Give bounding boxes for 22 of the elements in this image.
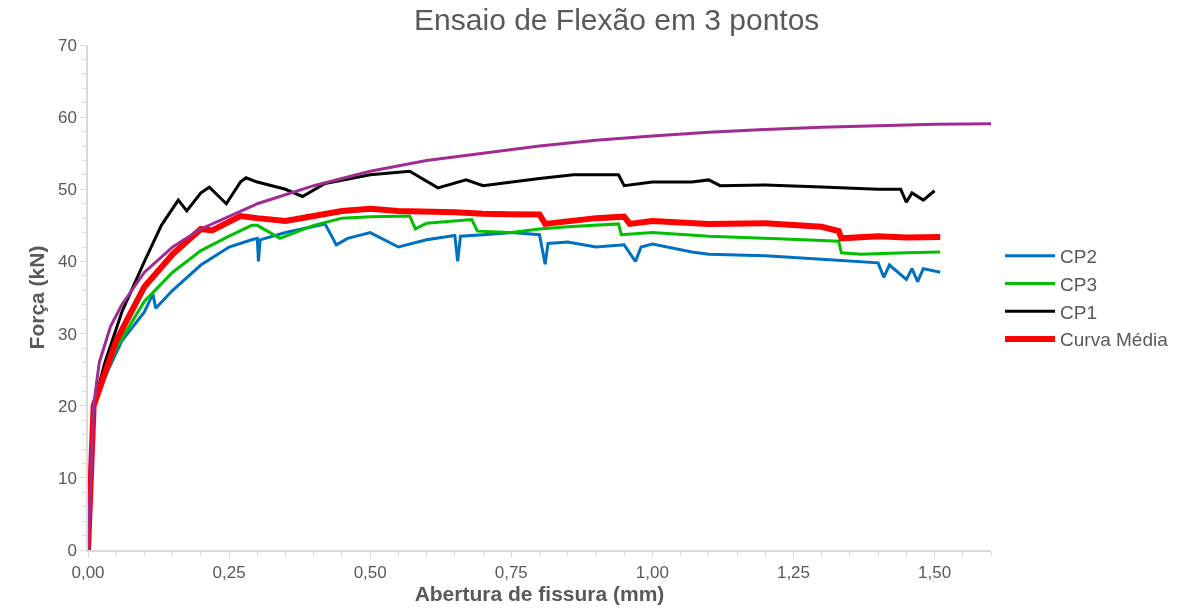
x-tick-label: 0,75 [494, 563, 528, 583]
y-tick-label: 30 [57, 324, 77, 344]
x-tick-label: 0,00 [71, 563, 105, 583]
y-tick-label: 60 [57, 108, 77, 128]
legend-label: CP3 [1060, 273, 1097, 295]
chart-title: Ensaio de Flexão em 3 pontos [414, 3, 820, 37]
y-tick-label: 0 [67, 540, 77, 560]
x-tick-label: 0,25 [212, 563, 246, 583]
y-tick-label: 50 [57, 180, 77, 200]
y-axis-title: Força (kN) [24, 245, 48, 350]
x-tick-label: 1,50 [918, 563, 952, 583]
legend-label: CP2 [1060, 246, 1097, 268]
x-tick-label: 1,25 [776, 563, 811, 583]
x-tick-label: 0,50 [353, 563, 387, 583]
y-tick-label: 70 [57, 35, 77, 55]
x-axis-title: Abertura de fissura (mm) [414, 582, 665, 606]
y-tick-label: 20 [57, 396, 77, 416]
x-tick-label: 1,00 [635, 563, 669, 583]
legend-label: Curva Média [1060, 329, 1169, 351]
y-tick-label: 40 [57, 252, 77, 272]
legend-label: CP1 [1060, 301, 1097, 323]
y-tick-label: 10 [57, 468, 77, 488]
